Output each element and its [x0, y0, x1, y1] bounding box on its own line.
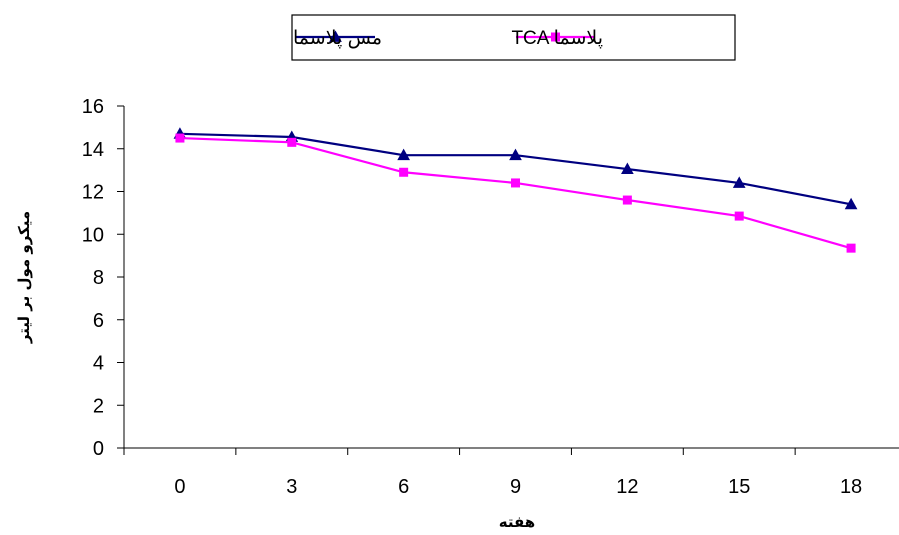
x-tick-label: 15	[728, 476, 750, 498]
y-tick-label: 16	[82, 96, 104, 118]
data-point	[287, 137, 297, 147]
x-tick-label: 9	[510, 476, 521, 498]
legend-item-1: مس پلاسما	[293, 28, 382, 49]
data-point	[175, 133, 185, 143]
series-2	[175, 133, 856, 253]
x-axis: 0 3 6 9 12 15 18 هفته	[123, 447, 899, 531]
legend-marker	[329, 30, 342, 42]
y-axis: 0 2 4 6 8 10 12 14 16 میکرو مول بر لیتر	[15, 96, 125, 460]
legend-marker	[551, 32, 560, 42]
legend-label: TCA پلاسما	[511, 28, 603, 49]
series-line	[179, 132, 852, 206]
y-axis-title: میکرو مول بر لیتر	[15, 211, 33, 344]
data-point	[734, 211, 744, 221]
data-point	[846, 243, 856, 253]
legend-label: مس پلاسما	[293, 28, 382, 49]
y-tick-label: 2	[93, 395, 104, 417]
data-point	[397, 148, 410, 161]
y-tick-label: 10	[82, 224, 104, 246]
x-tick-label: 0	[174, 476, 185, 498]
x-tick-label: 3	[286, 476, 297, 498]
y-tick-label: 4	[93, 353, 104, 375]
y-tick-label: 14	[82, 139, 104, 161]
data-point	[732, 176, 746, 188]
y-tick-label: 12	[82, 182, 104, 204]
data-point	[511, 178, 520, 188]
y-tick-label: 6	[93, 310, 104, 332]
data-point	[844, 197, 858, 210]
data-point	[399, 167, 409, 177]
data-point	[509, 148, 522, 161]
y-tick-label: 0	[93, 438, 104, 460]
plot-area	[173, 127, 858, 253]
data-point	[622, 195, 632, 205]
x-tick-label: 12	[616, 476, 638, 498]
legend: مس پلاسما TCA پلاسما	[291, 14, 736, 61]
legend-item-2: TCA پلاسما	[511, 28, 603, 49]
x-tick-label: 18	[840, 476, 862, 498]
x-axis-title: هفته	[499, 513, 535, 531]
x-tick-label: 6	[398, 476, 409, 498]
series-1	[173, 127, 858, 210]
data-point	[621, 162, 634, 174]
y-tick-label: 8	[93, 267, 104, 289]
